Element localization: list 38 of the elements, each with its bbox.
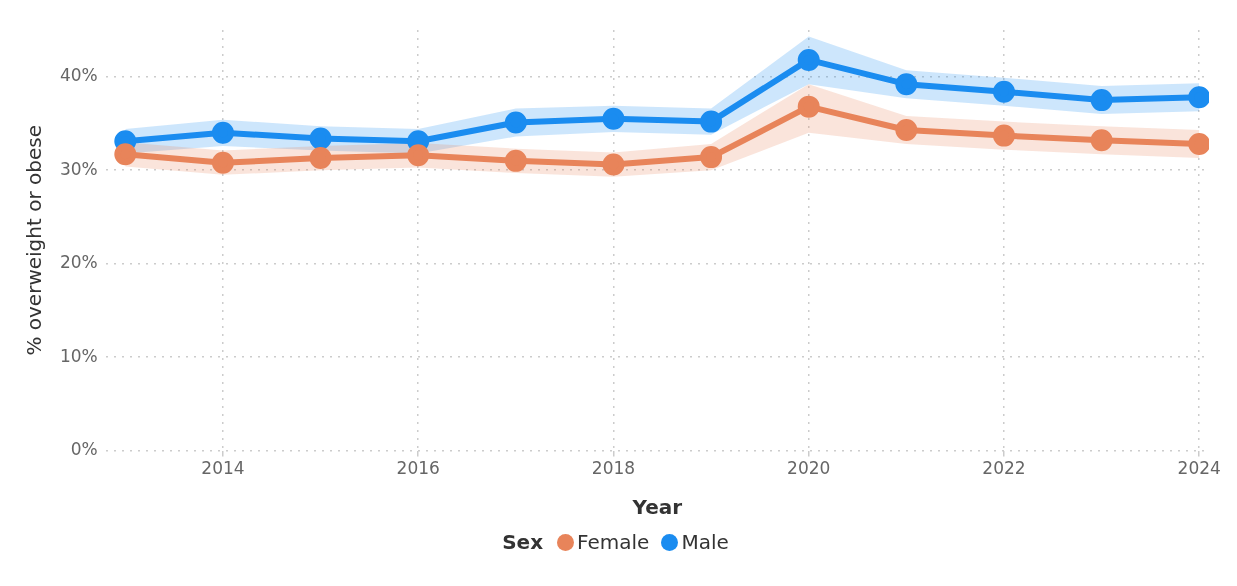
point [1090, 89, 1113, 112]
point [114, 143, 137, 166]
point [992, 124, 1015, 147]
y-tick-label: 0% [70, 439, 98, 460]
x-tick-label: 2020 [787, 458, 831, 479]
point [211, 121, 234, 144]
legend-label: Male [681, 530, 729, 554]
point [602, 153, 625, 176]
point [700, 110, 723, 133]
point [602, 107, 625, 130]
point [309, 127, 332, 150]
point [700, 146, 723, 169]
point [895, 73, 918, 96]
point [504, 149, 527, 172]
point [504, 111, 527, 134]
point [797, 95, 820, 118]
point [1188, 133, 1209, 156]
x-tick-label: 2022 [982, 458, 1026, 479]
x-tick-label: 2016 [396, 458, 440, 479]
y-axis-title: % overweight or obese [22, 125, 47, 356]
y-tick-label: 40% [59, 65, 98, 86]
legend-title: Sex [502, 530, 544, 554]
point [211, 151, 234, 174]
point [992, 80, 1015, 103]
x-axis-title: Year [631, 495, 683, 520]
x-tick-label: 2014 [201, 458, 245, 479]
y-tick-label: 30% [59, 158, 98, 179]
y-tick-label: 20% [59, 252, 98, 273]
point [1188, 86, 1209, 109]
point [309, 147, 332, 170]
point [407, 144, 430, 167]
legend-label: Female [577, 530, 650, 554]
point [1090, 129, 1113, 152]
y-tick-label: 10% [59, 345, 98, 366]
point [797, 48, 820, 71]
x-tick-label: 2018 [591, 458, 636, 479]
point [895, 119, 918, 142]
x-tick-label: 2024 [1177, 458, 1221, 479]
